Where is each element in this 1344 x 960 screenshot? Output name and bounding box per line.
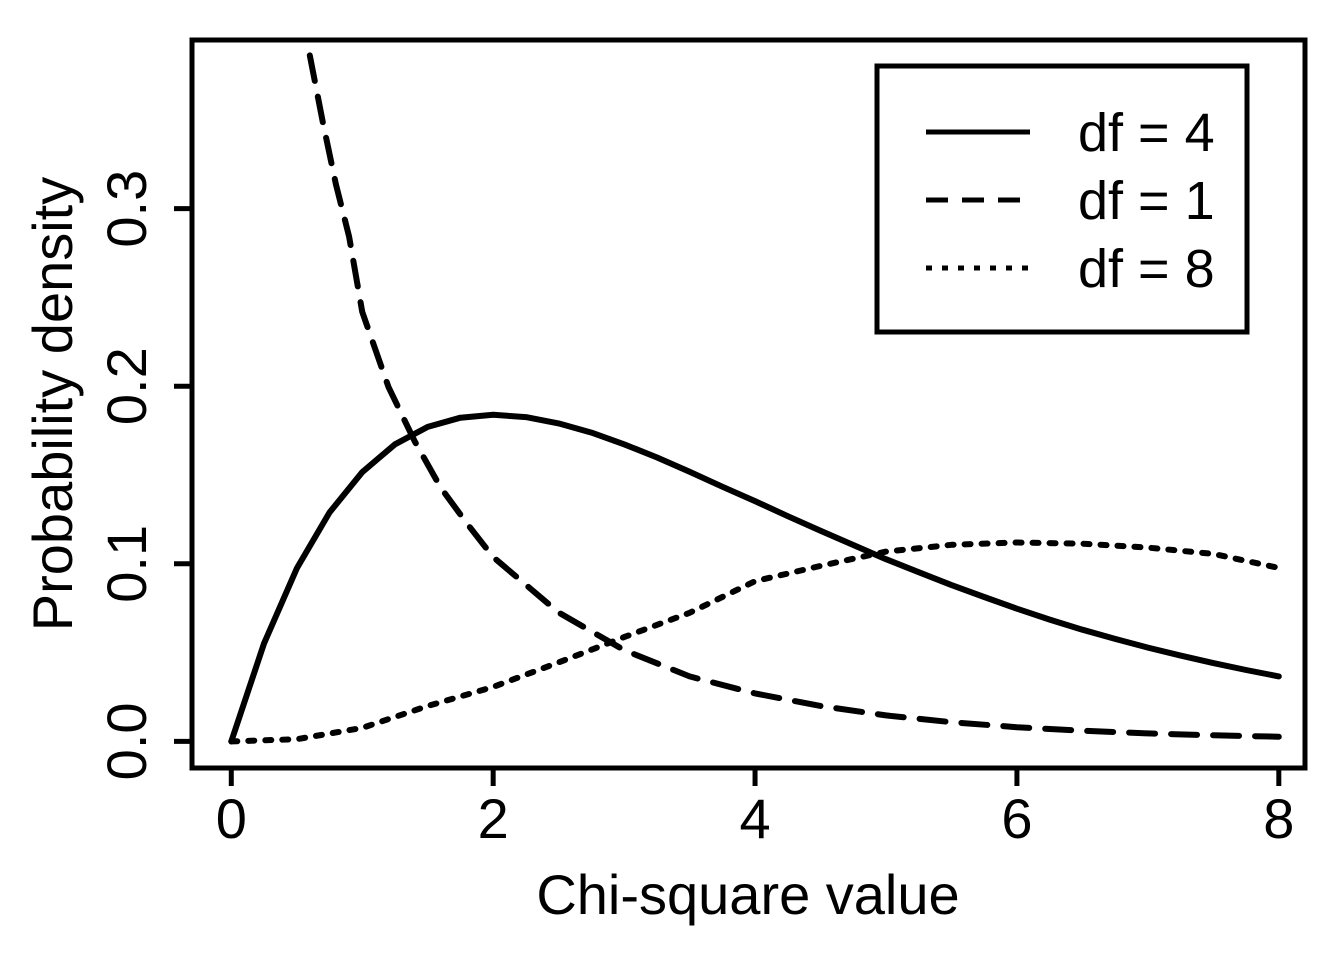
y-tick-label: 0.2 [95,347,158,425]
legend-label-df4: df = 4 [1078,103,1215,163]
y-axis: 0.0 0.1 0.2 0.3 [95,170,192,780]
x-tick-label: 8 [1263,787,1294,850]
y-tick-label: 0.3 [95,170,158,248]
x-tick-label: 2 [478,787,509,850]
curves-layer [228,52,1282,745]
legend-label-df1: df = 1 [1078,171,1215,231]
x-tick-label: 4 [739,787,770,850]
x-tick-label: 0 [216,787,247,850]
x-axis: 0 2 4 6 8 [216,765,1294,850]
x-tick-label: 6 [1001,787,1032,850]
series-line-df-8 [228,539,1282,745]
x-axis-title: Chi-square value [536,863,959,926]
series-line-df-1 [306,52,1282,740]
series-line-df-4 [228,411,1282,745]
y-axis-title: Probability density [21,177,84,631]
legend: df = 4 df = 1 df = 8 [874,63,1250,335]
y-tick-label: 0.1 [95,525,158,603]
y-tick-label: 0.0 [95,702,158,780]
legend-label-df8: df = 8 [1078,239,1215,299]
